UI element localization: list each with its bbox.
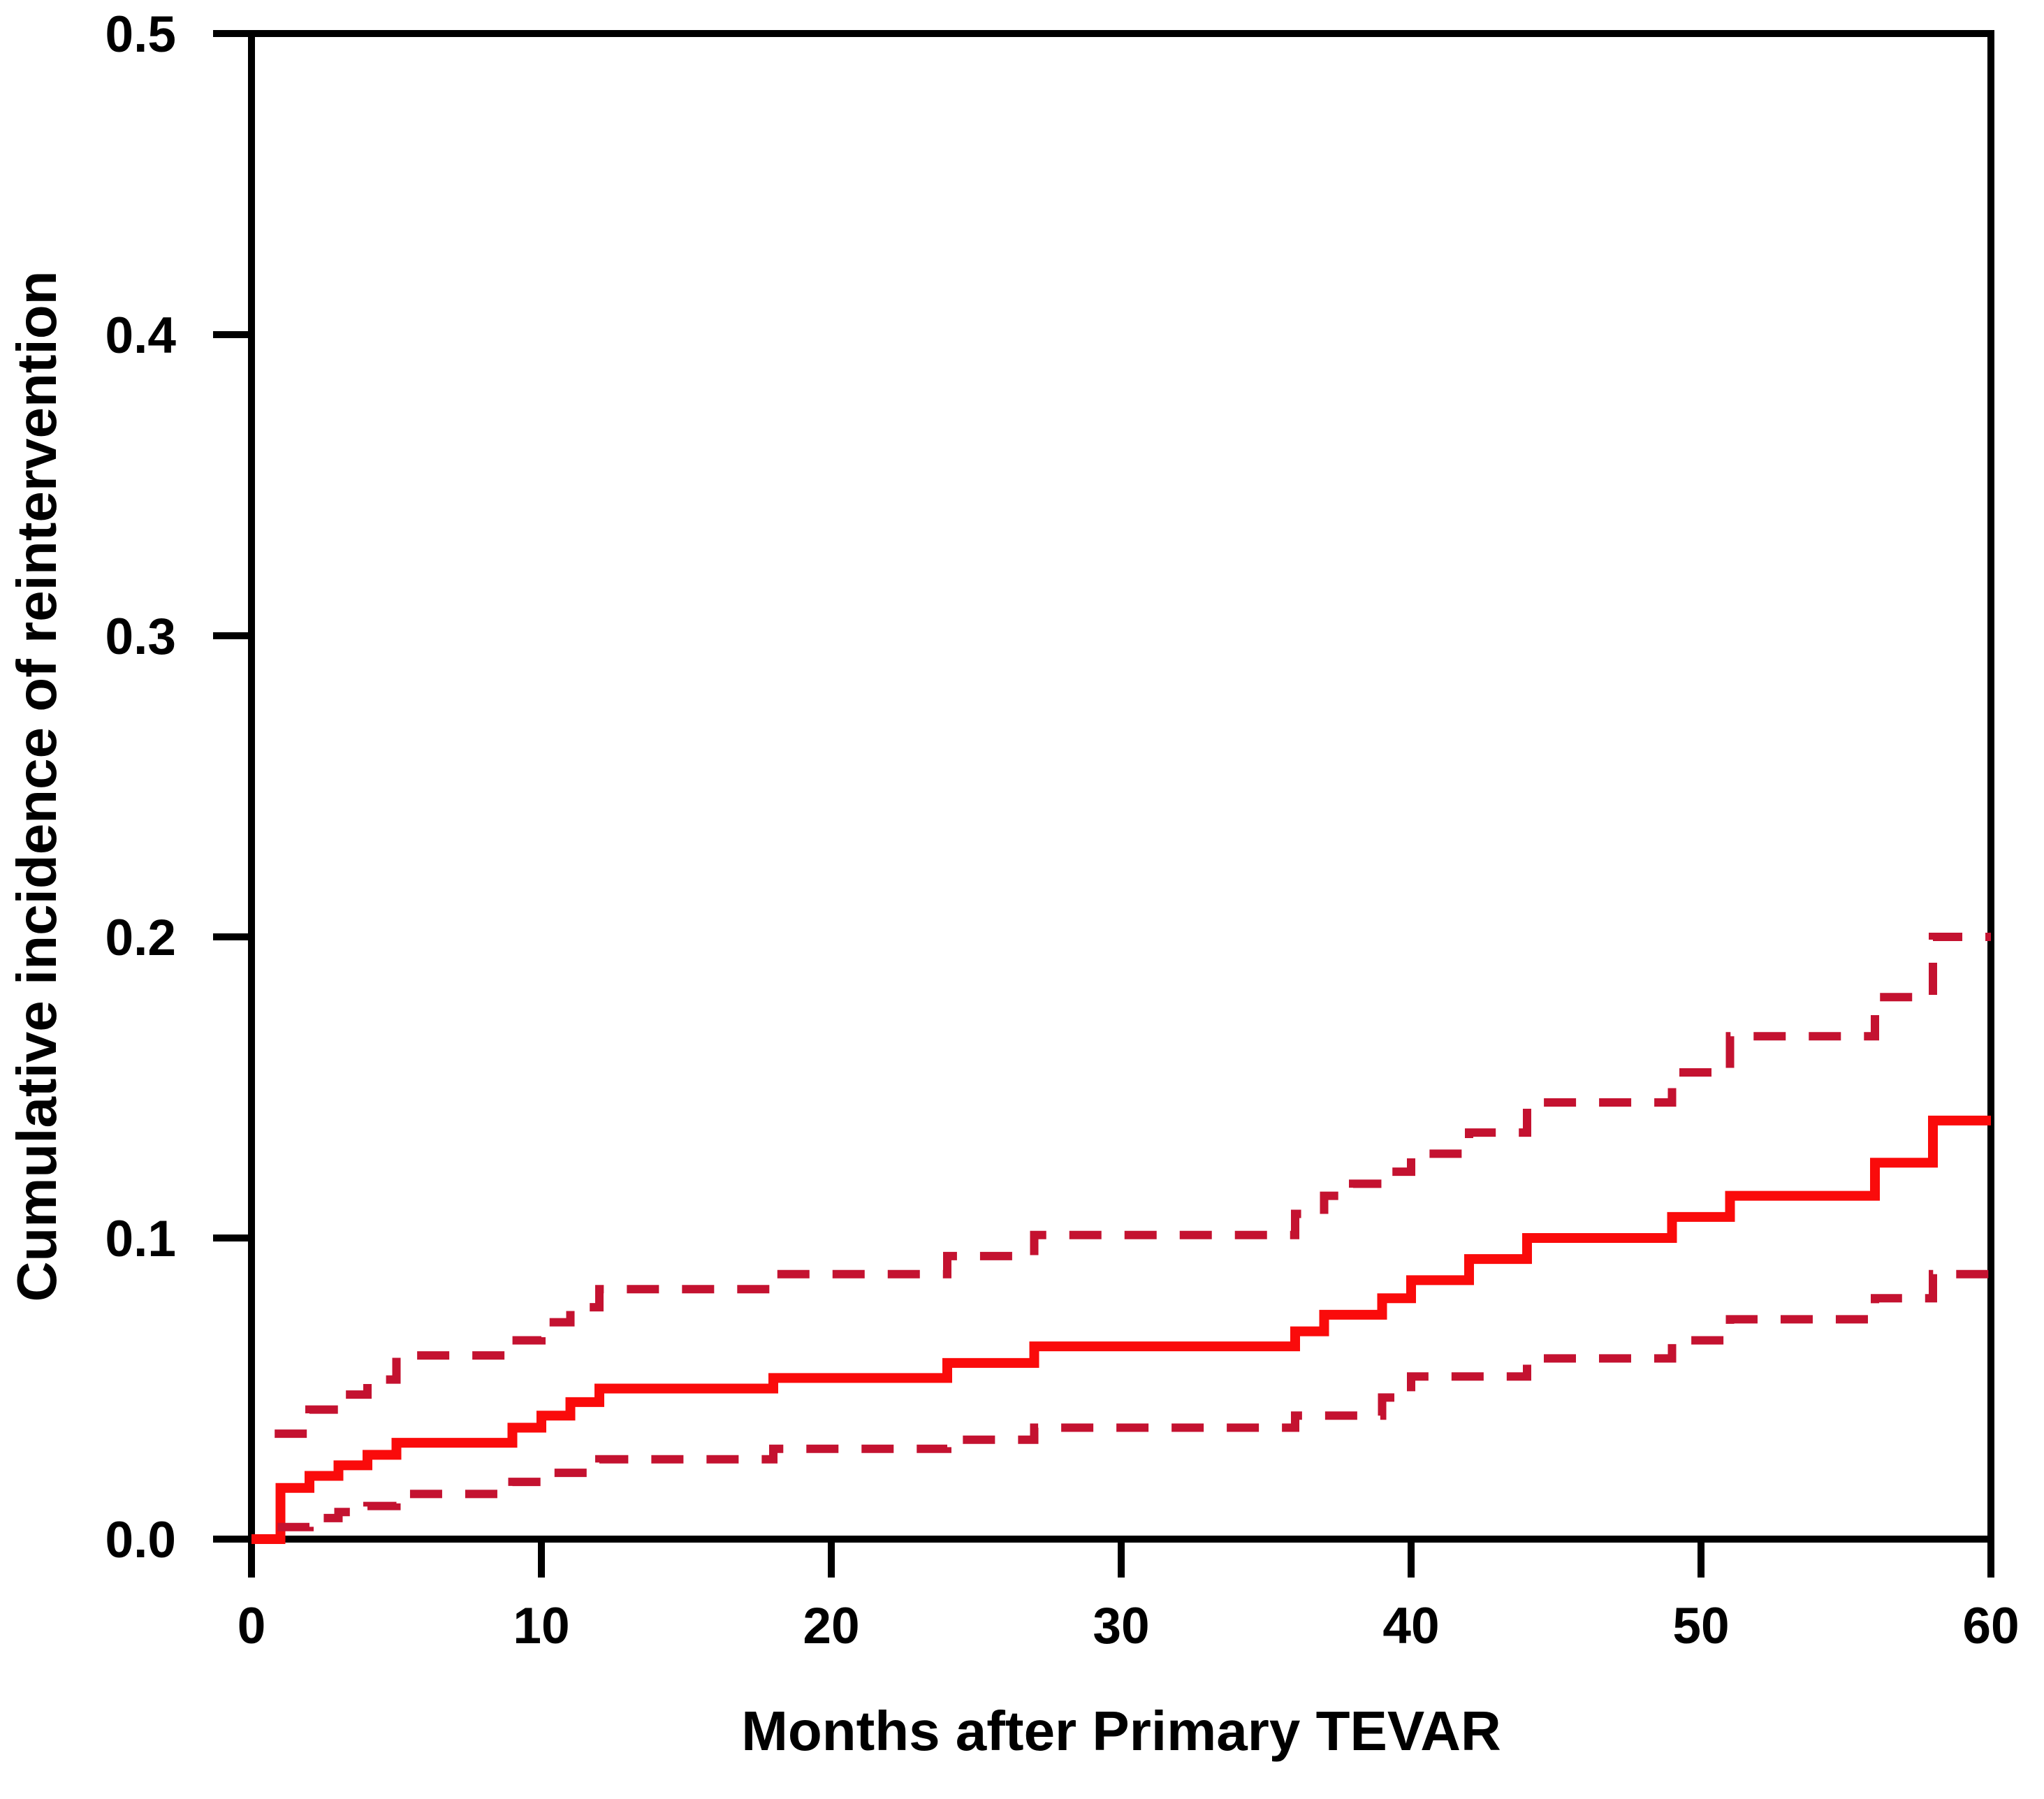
cumulative-incidence-estimate-curve [251, 1115, 1991, 1544]
x-tick-label: 50 [1672, 1598, 1729, 1654]
y-tick-label: 0.4 [105, 307, 177, 364]
x-tick-label: 60 [1962, 1598, 2019, 1654]
y-tick-label: 0.2 [105, 910, 176, 966]
x-tick-label: 30 [1093, 1598, 1149, 1654]
x-tick-label: 0 [238, 1598, 266, 1654]
lower-95-ci-curve [277, 1269, 1991, 1531]
plot-frame [248, 30, 1994, 1543]
y-tick-label: 0.0 [105, 1512, 176, 1568]
y-tick-label: 0.1 [105, 1211, 176, 1267]
x-tick-label: 10 [513, 1598, 569, 1654]
y-axis-ticks: 0.0 0.1 0.2 0.3 0.4 0.5 [105, 6, 251, 1568]
upper-95-ci-curve [275, 933, 1991, 1439]
x-tick-label: 20 [803, 1598, 859, 1654]
x-axis-ticks: 0 10 20 30 40 50 60 [238, 1539, 2020, 1654]
y-tick-label: 0.3 [105, 609, 176, 665]
y-tick-label: 0.5 [105, 6, 176, 63]
x-tick-label: 40 [1382, 1598, 1439, 1654]
y-axis-title: Cumulative incidence of reintervention [6, 271, 68, 1302]
series-curves [251, 933, 1991, 1544]
x-axis-title: Months after Primary TEVAR [741, 1700, 1501, 1762]
